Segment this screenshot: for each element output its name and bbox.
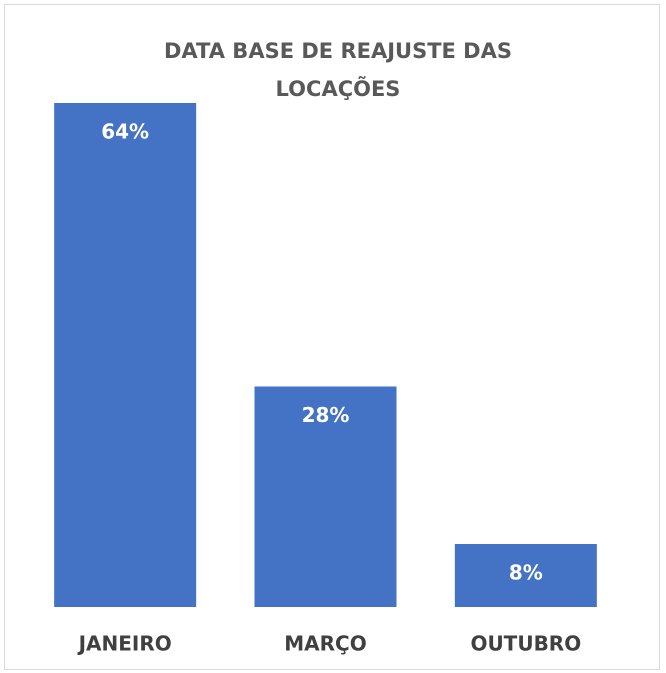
- bar: [454, 544, 597, 607]
- x-tick-label: OUTUBRO: [470, 632, 581, 656]
- chart-title: DATA BASE DE REAJUSTE DAS LOCAÇÕES: [164, 39, 512, 101]
- data-label: 28%: [302, 403, 350, 427]
- data-label: 64%: [101, 120, 149, 144]
- chart-frame: [4, 4, 660, 670]
- x-tick-label: JANEIRO: [77, 632, 172, 656]
- bar: [254, 386, 397, 607]
- x-tick-label: MARÇO: [284, 632, 366, 656]
- data-label: 8%: [509, 561, 543, 585]
- bar: [54, 103, 197, 607]
